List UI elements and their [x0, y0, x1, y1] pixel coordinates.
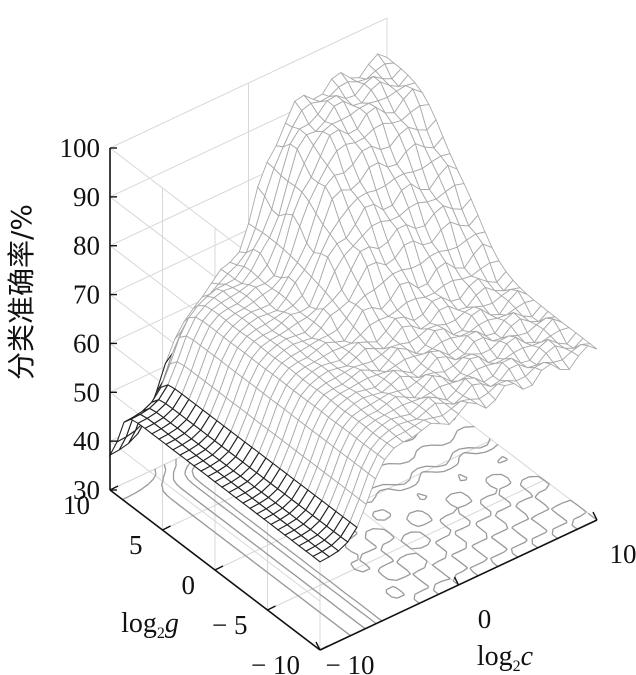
- contour-line: [184, 448, 377, 625]
- x-tick-mark: [315, 641, 321, 651]
- y-tick-label: 10: [63, 490, 90, 520]
- x-tick-label: 10: [610, 539, 636, 569]
- x-tick-label: 0: [478, 604, 492, 634]
- z-tick-label: 80: [73, 231, 100, 261]
- x-axis-label: log2c: [477, 641, 534, 675]
- z-tick-label: 100: [60, 133, 101, 163]
- surface-mesh: [108, 53, 598, 563]
- contour-line: [160, 464, 351, 637]
- contour-line: [122, 468, 157, 501]
- y-tick-mark: [109, 485, 119, 491]
- axes: [109, 147, 598, 651]
- y-tick-label: 5: [129, 530, 143, 560]
- y-tick-mark: [162, 525, 171, 531]
- z-tick-label: 40: [73, 426, 100, 456]
- x-tick-mark: [592, 511, 598, 521]
- z-tick-label: 70: [73, 280, 100, 310]
- y-tick-mark: [214, 565, 224, 571]
- y-axis-label: log2g: [121, 608, 179, 642]
- y-tick-mark: [267, 605, 276, 611]
- y-tick-label: − 10: [251, 650, 300, 675]
- surface-cell: [311, 550, 331, 563]
- contour-line: [172, 458, 366, 630]
- x-tick-label: − 10: [326, 650, 375, 675]
- x-tick-mark: [453, 576, 460, 586]
- z-axis-label: 分类准确率/%: [5, 204, 38, 380]
- y-tick-label: 0: [182, 570, 196, 600]
- y-tick-label: − 5: [212, 610, 247, 640]
- z-tick-label: 30: [73, 475, 100, 505]
- z-tick-label: 50: [73, 377, 100, 407]
- y-tick-mark: [319, 645, 329, 651]
- z-tick-label: 60: [73, 328, 100, 358]
- z-tick-label: 90: [73, 182, 100, 212]
